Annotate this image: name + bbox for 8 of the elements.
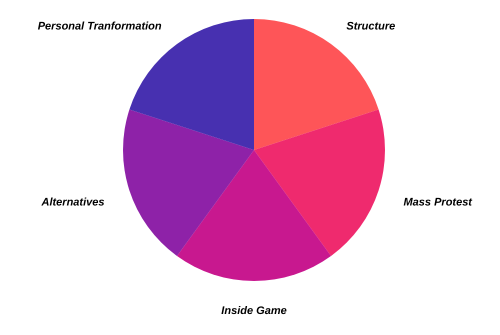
slice-label: Inside Game — [221, 305, 287, 318]
slice-label: Personal Tranformation — [38, 20, 162, 33]
slice-label: Mass Protest — [404, 196, 474, 208]
slice-label: Alternatives — [40, 196, 104, 208]
slice-label: Structure — [346, 20, 396, 33]
pie-slice — [123, 110, 254, 256]
pie-slice — [177, 150, 331, 281]
pie-slice — [254, 110, 385, 256]
